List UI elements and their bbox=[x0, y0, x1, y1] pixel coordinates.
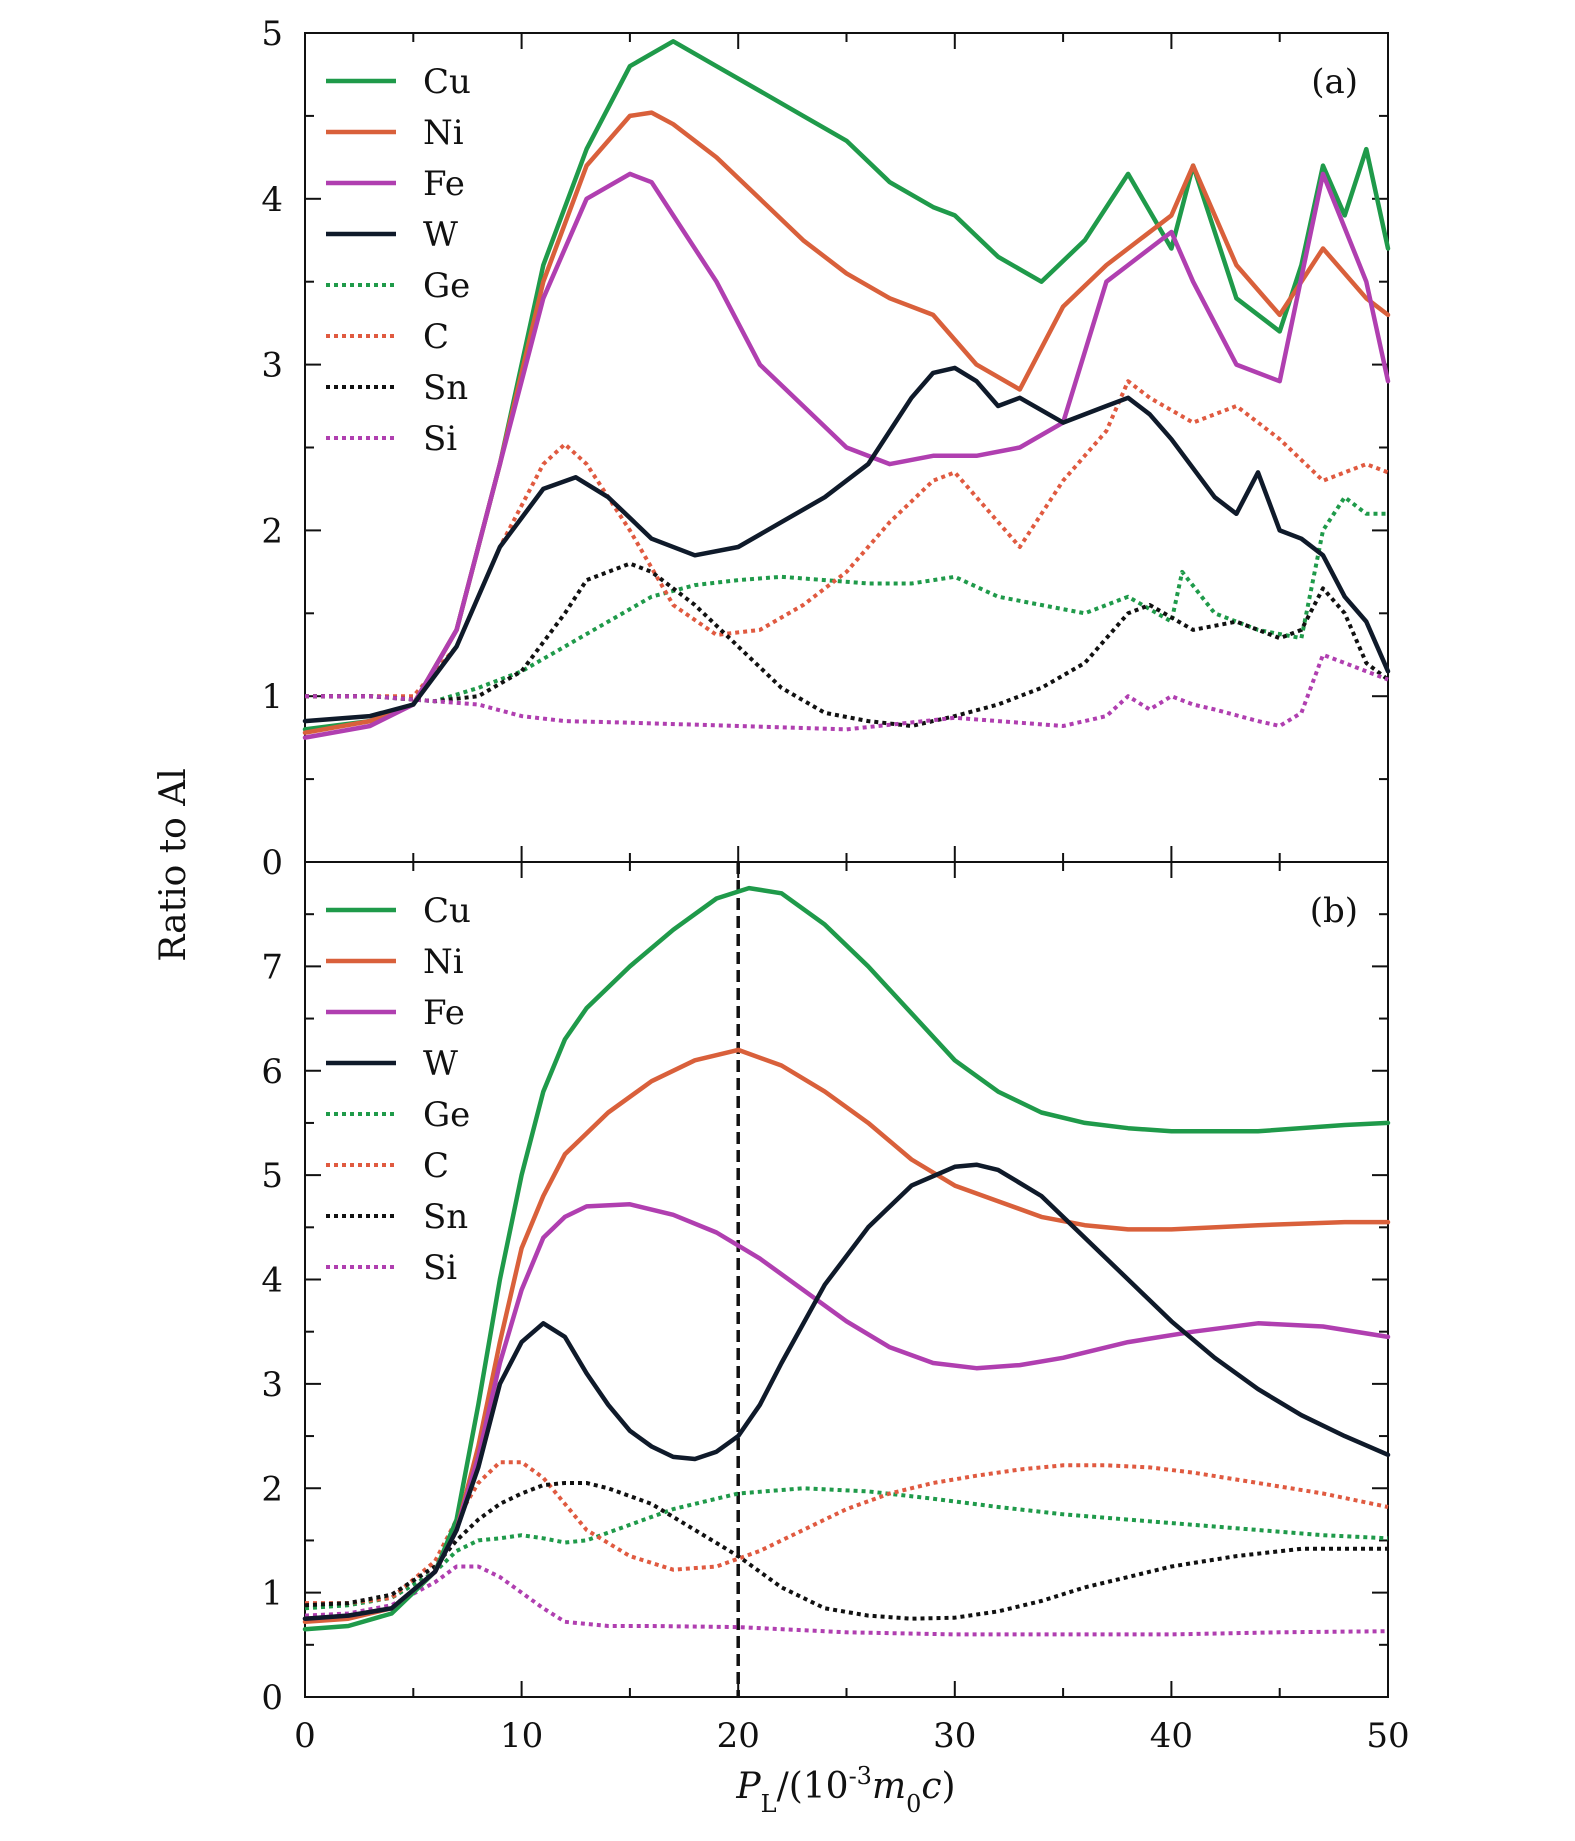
legend-label-sn: Sn bbox=[423, 368, 468, 408]
series-line-cu bbox=[302, 39, 1391, 732]
legend-label-fe: Fe bbox=[423, 164, 465, 204]
panel-b-chart: 0 1 2 3 4 5 6 7 0 10 20 30 40 50 Cu Ni Fe W Ge C Sn Si (b) bbox=[261, 861, 1410, 1756]
y-tick-label: 3 bbox=[261, 346, 283, 386]
panel-label: (a) bbox=[1311, 62, 1358, 102]
legend-label-w: W bbox=[423, 215, 458, 255]
series-line-w bbox=[302, 365, 1391, 724]
legend-label-si: Si bbox=[423, 1248, 457, 1288]
plot-frame bbox=[304, 861, 1389, 1698]
legend-label-c: C bbox=[423, 1146, 449, 1186]
y-tick-label: 4 bbox=[261, 1261, 283, 1301]
legend-label-fe: Fe bbox=[423, 993, 465, 1033]
y-tick-label: 2 bbox=[261, 511, 283, 551]
series-line-cu bbox=[302, 885, 1391, 1632]
series-line-c bbox=[305, 379, 1389, 699]
legend-label-ni: Ni bbox=[423, 113, 464, 153]
x-axis-label: PL/(10-3m0c) bbox=[735, 1762, 955, 1818]
y-tick-label: 6 bbox=[261, 1052, 283, 1092]
y-tick-label: 0 bbox=[261, 843, 283, 883]
series-line-ni bbox=[302, 1047, 1391, 1625]
series-line-fe bbox=[302, 171, 1391, 740]
series-line-ni bbox=[302, 110, 1391, 735]
y-tick-label: 5 bbox=[261, 1156, 283, 1196]
y-tick-label: 1 bbox=[261, 677, 283, 717]
legend-label-si: Si bbox=[423, 419, 457, 459]
legend-label-ni: Ni bbox=[423, 942, 464, 982]
legend-label-cu: Cu bbox=[423, 891, 471, 931]
y-tick-label: 4 bbox=[261, 180, 283, 220]
legend-label-sn: Sn bbox=[423, 1197, 468, 1237]
series-line-si bbox=[304, 1564, 1389, 1637]
series-line-ge bbox=[305, 495, 1388, 704]
y-axis-label: Ratio to Al bbox=[153, 768, 194, 962]
series-line-ge bbox=[304, 1486, 1389, 1611]
x-tick-label: 30 bbox=[933, 1716, 976, 1756]
x-tick-label: 40 bbox=[1150, 1716, 1193, 1756]
legend-label-ge: Ge bbox=[423, 1095, 470, 1135]
panel-a-chart: 0 1 2 3 4 5 Cu Ni Fe W Ge C Sn Si (a) bbox=[261, 14, 1391, 883]
x-tick-label: 10 bbox=[500, 1716, 543, 1756]
y-tick-label: 3 bbox=[261, 1365, 283, 1405]
x-tick-label: 0 bbox=[294, 1716, 316, 1756]
legend-label-cu: Cu bbox=[423, 62, 471, 102]
y-tick-label: 2 bbox=[261, 1469, 283, 1509]
y-tick-label: 0 bbox=[261, 1678, 283, 1718]
panel-label: (b) bbox=[1310, 891, 1358, 931]
y-tick-label: 5 bbox=[261, 14, 283, 54]
x-tick-label: 50 bbox=[1366, 1716, 1409, 1756]
legend-label-c: C bbox=[423, 317, 449, 357]
series-line-si bbox=[305, 652, 1389, 732]
legend-label-w: W bbox=[423, 1044, 458, 1084]
series-line-w bbox=[302, 1162, 1391, 1621]
x-tick-label: 20 bbox=[717, 1716, 760, 1756]
y-tick-label: 1 bbox=[261, 1574, 283, 1614]
legend-label-ge: Ge bbox=[423, 266, 470, 306]
series-line-sn bbox=[304, 1481, 1388, 1621]
y-tick-label: 7 bbox=[261, 947, 283, 987]
